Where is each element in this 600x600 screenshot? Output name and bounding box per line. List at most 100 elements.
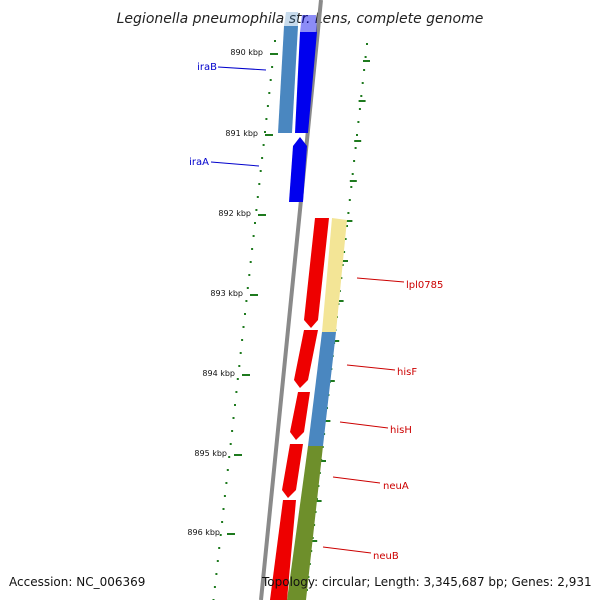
major-tick-outer — [345, 220, 353, 222]
kbp-label: 890 kbp — [230, 48, 263, 57]
major-tick-outer — [341, 260, 348, 262]
gene-label: hisH — [390, 425, 412, 436]
gene-leader-line — [339, 421, 389, 429]
minor-tick-outer — [343, 251, 346, 253]
major-tick — [242, 374, 250, 376]
minor-tick-inner — [219, 534, 222, 536]
minor-tick-inner — [274, 40, 276, 42]
kbp-label: 892 kbp — [218, 209, 251, 218]
minor-tick-inner — [226, 469, 229, 471]
cds-arrow — [304, 218, 329, 328]
minor-tick-inner — [238, 365, 241, 367]
map-title: Legionella pneumophila str. Lens, comple… — [117, 11, 484, 27]
major-tick — [258, 214, 266, 216]
minor-tick-inner — [264, 131, 266, 133]
major-tick-outer — [354, 140, 362, 142]
minor-tick-inner — [232, 417, 235, 419]
gene-label: neuB — [373, 551, 399, 562]
gene-labels: iraB iraA lpl0785 hisF hisH neuA neuB — [189, 62, 443, 562]
major-tick — [265, 134, 273, 136]
major-tick-outer — [332, 340, 340, 342]
minor-tick-inner — [266, 105, 269, 107]
minor-tick-outer — [356, 134, 358, 136]
cds-arrows — [270, 15, 329, 600]
kbp-label: 896 kbp — [187, 528, 220, 537]
gene-leader-line — [210, 161, 260, 167]
kbp-label: 893 kbp — [210, 289, 243, 298]
gene-leader-line — [217, 66, 267, 71]
kbp-label: 895 kbp — [194, 449, 227, 458]
minor-tick-outer — [350, 186, 353, 188]
major-tick — [270, 53, 278, 55]
minor-tick-inner — [221, 521, 224, 523]
minor-tick-outer — [360, 95, 363, 97]
minor-tick-outer — [353, 160, 356, 162]
major-tick — [250, 294, 258, 296]
minor-tick-inner — [213, 586, 216, 588]
minor-tick-inner — [269, 79, 272, 81]
minor-tick-inner — [241, 339, 244, 341]
minor-tick-outer — [351, 173, 354, 175]
minor-tick-inner — [225, 482, 228, 484]
minor-tick-inner — [218, 547, 221, 549]
gene-label: iraA — [189, 157, 209, 168]
minor-tick-outer — [347, 212, 350, 214]
minor-tick-inner — [242, 326, 245, 328]
kbp-label: 891 kbp — [225, 129, 258, 138]
major-tick-outer — [319, 460, 326, 462]
major-tick-outer — [336, 300, 344, 302]
minor-tick-inner — [271, 66, 274, 68]
cds-arrow — [289, 137, 307, 202]
minor-tick-outer — [363, 69, 366, 71]
minor-tick-inner — [248, 274, 251, 276]
minor-tick-inner — [262, 144, 265, 146]
cog-bar — [287, 446, 323, 600]
gene-leader-line — [322, 546, 372, 554]
cds-arrow — [270, 500, 296, 600]
cog-bar — [278, 26, 298, 133]
minor-tick-inner — [244, 313, 246, 315]
minor-tick-inner — [236, 378, 239, 380]
minor-tick-outer — [354, 147, 357, 149]
major-tick-outer — [358, 100, 366, 102]
minor-tick-inner — [258, 183, 261, 185]
minor-tick-inner — [234, 404, 236, 406]
minor-tick-outer — [344, 238, 347, 240]
cog-bar — [322, 218, 347, 332]
gene-leader-line — [346, 364, 396, 371]
genome-backbone — [259, 0, 323, 600]
cds-arrow — [300, 15, 317, 32]
minor-tick-inner — [254, 222, 256, 224]
minor-tick-outer — [358, 108, 361, 110]
minor-tick-inner — [255, 209, 258, 211]
topology-text: Topology: circular; Length: 3,345,687 bp… — [262, 575, 592, 589]
major-tick-outer — [310, 540, 318, 542]
minor-tick-inner — [231, 430, 234, 432]
gene-label: iraB — [197, 62, 217, 73]
cog-bar — [284, 12, 298, 26]
cds-arrow — [290, 392, 310, 440]
cog-bar — [308, 332, 336, 446]
minor-tick-inner — [239, 352, 242, 354]
gene-leader-line — [356, 277, 405, 283]
minor-tick-outer — [366, 43, 368, 45]
minor-tick-inner — [251, 248, 254, 250]
gene-label: lpl0785 — [406, 280, 443, 291]
minor-tick-outer — [348, 199, 351, 201]
minor-tick-inner — [215, 573, 218, 575]
major-tick — [227, 533, 235, 535]
minor-tick-inner — [246, 287, 249, 289]
kbp-label: 894 kbp — [202, 369, 235, 378]
minor-tick-inner — [256, 196, 259, 198]
cog-bars — [278, 12, 347, 600]
major-tick-outer — [349, 180, 357, 182]
minor-tick-outer — [357, 121, 360, 123]
cds-arrow — [295, 32, 317, 133]
cds-arrow — [282, 444, 303, 498]
minor-tick-inner — [229, 443, 232, 445]
minor-tick-inner — [235, 391, 238, 393]
minor-tick-inner — [228, 456, 231, 458]
major-tick — [234, 454, 242, 456]
cds-arrow — [294, 330, 318, 388]
